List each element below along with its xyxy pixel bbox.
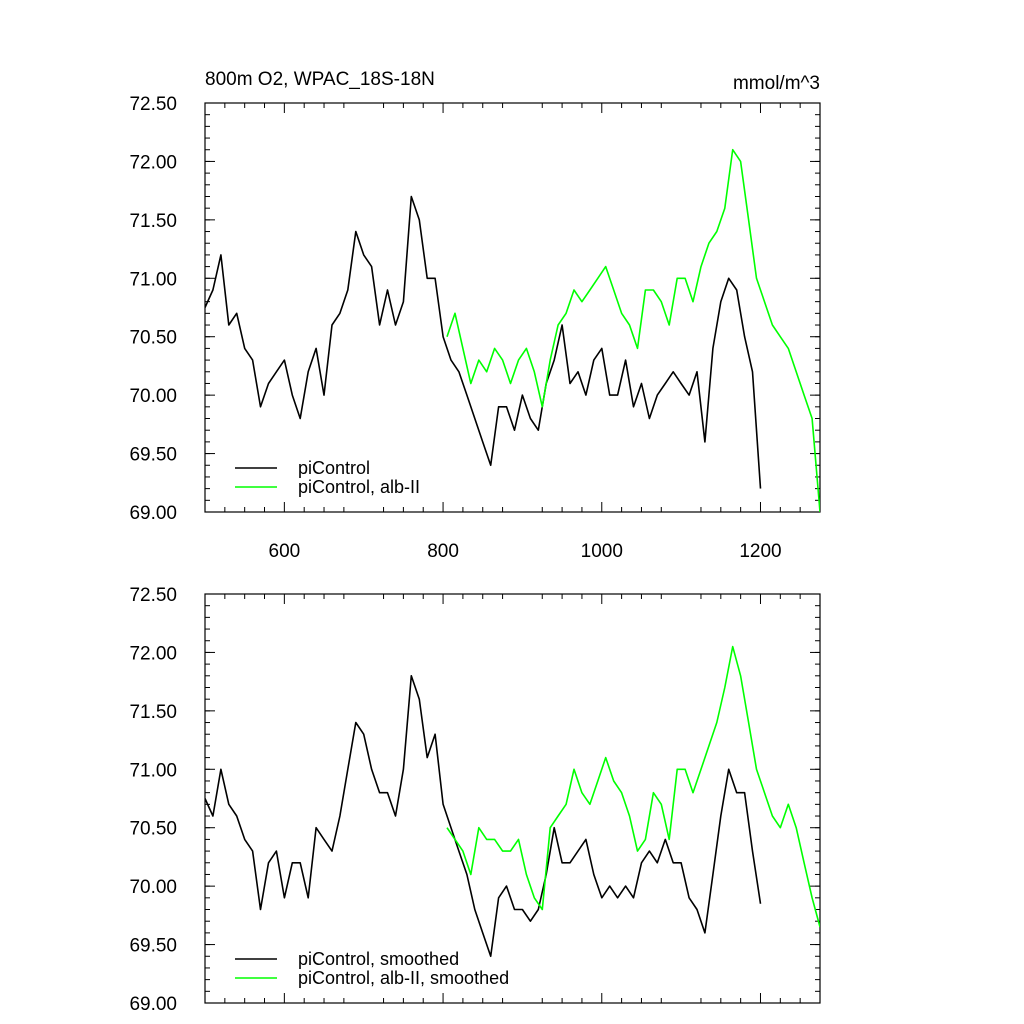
bottom-panel: 69.00 69.50 70.00 70.50 71.00 71.50 72.00 72.50… xyxy=(129,585,821,1015)
y-tick-label: 70.00 xyxy=(129,877,177,898)
y-tick-label: 72.50 xyxy=(129,94,177,115)
y-tick-label: 70.50 xyxy=(129,328,177,349)
y-tick-label: 70.00 xyxy=(129,386,177,407)
top-panel: 69.00 69.50 70.00 70.50 71.00 71.50 72.00 72.50… xyxy=(129,69,821,562)
y-tick-label: 69.00 xyxy=(129,503,177,524)
units-label: mmol/m^3 xyxy=(733,73,820,94)
y-tick-label: 72.00 xyxy=(129,152,177,173)
chart-title: 800m O2, WPAC_18S-18N xyxy=(205,69,435,90)
y-tick-label: 70.50 xyxy=(129,819,177,840)
y-tick-label: 69.50 xyxy=(129,445,177,466)
y-tick-label: 69.50 xyxy=(129,936,177,957)
legend-label-1: piControl, alb-II xyxy=(298,477,420,497)
series-line-0 xyxy=(205,674,762,958)
legend-label-1: piControl, alb-II, smoothed xyxy=(298,968,509,988)
y-tick-label: 71.50 xyxy=(129,702,177,723)
series-line-0 xyxy=(205,195,762,489)
y-tick-label: 71.00 xyxy=(129,269,177,290)
plot-frame xyxy=(204,593,821,1004)
y-tick-label: 71.50 xyxy=(129,211,177,232)
x-tick-label: 1000 xyxy=(581,541,623,562)
legend-label-0: piControl, smoothed xyxy=(298,949,459,969)
legend-label-0: piControl xyxy=(298,458,370,478)
y-tick-label: 72.00 xyxy=(129,643,177,664)
y-tick-label: 69.00 xyxy=(129,994,177,1015)
series-line-1 xyxy=(446,148,820,512)
series-line-1 xyxy=(446,645,820,928)
plot-frame xyxy=(204,102,821,513)
x-tick-label: 1200 xyxy=(739,541,781,562)
y-tick-label: 72.50 xyxy=(129,585,177,606)
x-tick-label: 800 xyxy=(427,541,459,562)
y-tick-label: 71.00 xyxy=(129,760,177,781)
x-tick-label: 600 xyxy=(269,541,301,562)
